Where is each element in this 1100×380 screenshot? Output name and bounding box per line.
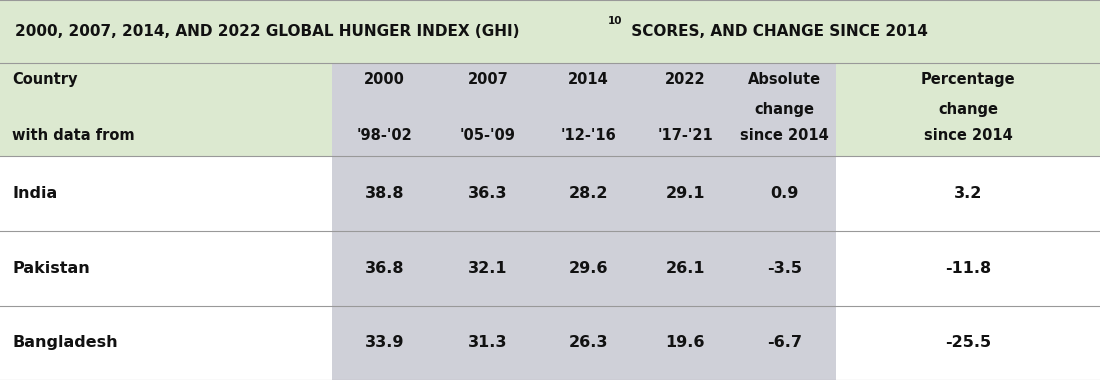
Text: Bangladesh: Bangladesh bbox=[12, 336, 118, 350]
Text: '05-'09: '05-'09 bbox=[460, 128, 516, 143]
Text: 2000, 2007, 2014, AND 2022 GLOBAL HUNGER INDEX (GHI): 2000, 2007, 2014, AND 2022 GLOBAL HUNGER… bbox=[15, 24, 519, 39]
Text: 19.6: 19.6 bbox=[666, 336, 705, 350]
Bar bbox=[539, 63, 638, 156]
Text: since 2014: since 2014 bbox=[924, 128, 1012, 143]
Bar bbox=[733, 306, 836, 380]
Bar bbox=[332, 231, 437, 306]
Bar bbox=[437, 63, 539, 156]
Bar bbox=[733, 156, 836, 231]
Bar bbox=[0, 306, 1100, 380]
Text: Percentage: Percentage bbox=[921, 72, 1015, 87]
Bar bbox=[332, 63, 437, 156]
Text: change: change bbox=[938, 102, 998, 117]
Text: 26.1: 26.1 bbox=[666, 261, 705, 276]
Text: -6.7: -6.7 bbox=[767, 336, 802, 350]
Text: India: India bbox=[12, 186, 57, 201]
Text: 31.3: 31.3 bbox=[469, 336, 507, 350]
Text: 36.8: 36.8 bbox=[365, 261, 404, 276]
Bar bbox=[638, 306, 733, 380]
Text: 3.2: 3.2 bbox=[954, 186, 982, 201]
Text: 2014: 2014 bbox=[568, 72, 609, 87]
Text: change: change bbox=[755, 102, 814, 117]
Text: 2000: 2000 bbox=[364, 72, 405, 87]
Text: '98-'02: '98-'02 bbox=[356, 128, 412, 143]
Text: Pakistan: Pakistan bbox=[12, 261, 90, 276]
Text: -3.5: -3.5 bbox=[767, 261, 802, 276]
Text: SCORES, AND CHANGE SINCE 2014: SCORES, AND CHANGE SINCE 2014 bbox=[626, 24, 928, 39]
Text: '12-'16: '12-'16 bbox=[561, 128, 616, 143]
Text: '17-'21: '17-'21 bbox=[658, 128, 713, 143]
Bar bbox=[0, 231, 1100, 306]
Bar bbox=[332, 156, 437, 231]
Bar bbox=[733, 231, 836, 306]
Text: 28.2: 28.2 bbox=[569, 186, 608, 201]
Text: 36.3: 36.3 bbox=[469, 186, 507, 201]
Bar bbox=[638, 156, 733, 231]
Text: -25.5: -25.5 bbox=[945, 336, 991, 350]
Bar bbox=[332, 306, 437, 380]
Text: 38.8: 38.8 bbox=[365, 186, 404, 201]
Bar bbox=[539, 156, 638, 231]
Text: 0.9: 0.9 bbox=[770, 186, 799, 201]
Bar bbox=[0, 0, 1100, 63]
Text: 29.1: 29.1 bbox=[666, 186, 705, 201]
Text: 2022: 2022 bbox=[666, 72, 705, 87]
Text: Absolute: Absolute bbox=[748, 72, 821, 87]
Text: 10: 10 bbox=[608, 16, 623, 26]
Bar bbox=[539, 306, 638, 380]
Bar bbox=[638, 231, 733, 306]
Text: since 2014: since 2014 bbox=[740, 128, 828, 143]
Text: Country: Country bbox=[12, 72, 77, 87]
Bar bbox=[437, 231, 539, 306]
Bar bbox=[539, 231, 638, 306]
Text: 26.3: 26.3 bbox=[569, 336, 608, 350]
Text: -11.8: -11.8 bbox=[945, 261, 991, 276]
Bar bbox=[638, 63, 733, 156]
Bar bbox=[733, 63, 836, 156]
Bar bbox=[0, 63, 1100, 156]
Text: 2007: 2007 bbox=[468, 72, 508, 87]
Bar bbox=[0, 156, 1100, 231]
Text: 29.6: 29.6 bbox=[569, 261, 608, 276]
Bar bbox=[437, 156, 539, 231]
Text: with data from: with data from bbox=[12, 128, 134, 143]
Text: 33.9: 33.9 bbox=[365, 336, 404, 350]
Bar bbox=[437, 306, 539, 380]
Text: 32.1: 32.1 bbox=[469, 261, 507, 276]
